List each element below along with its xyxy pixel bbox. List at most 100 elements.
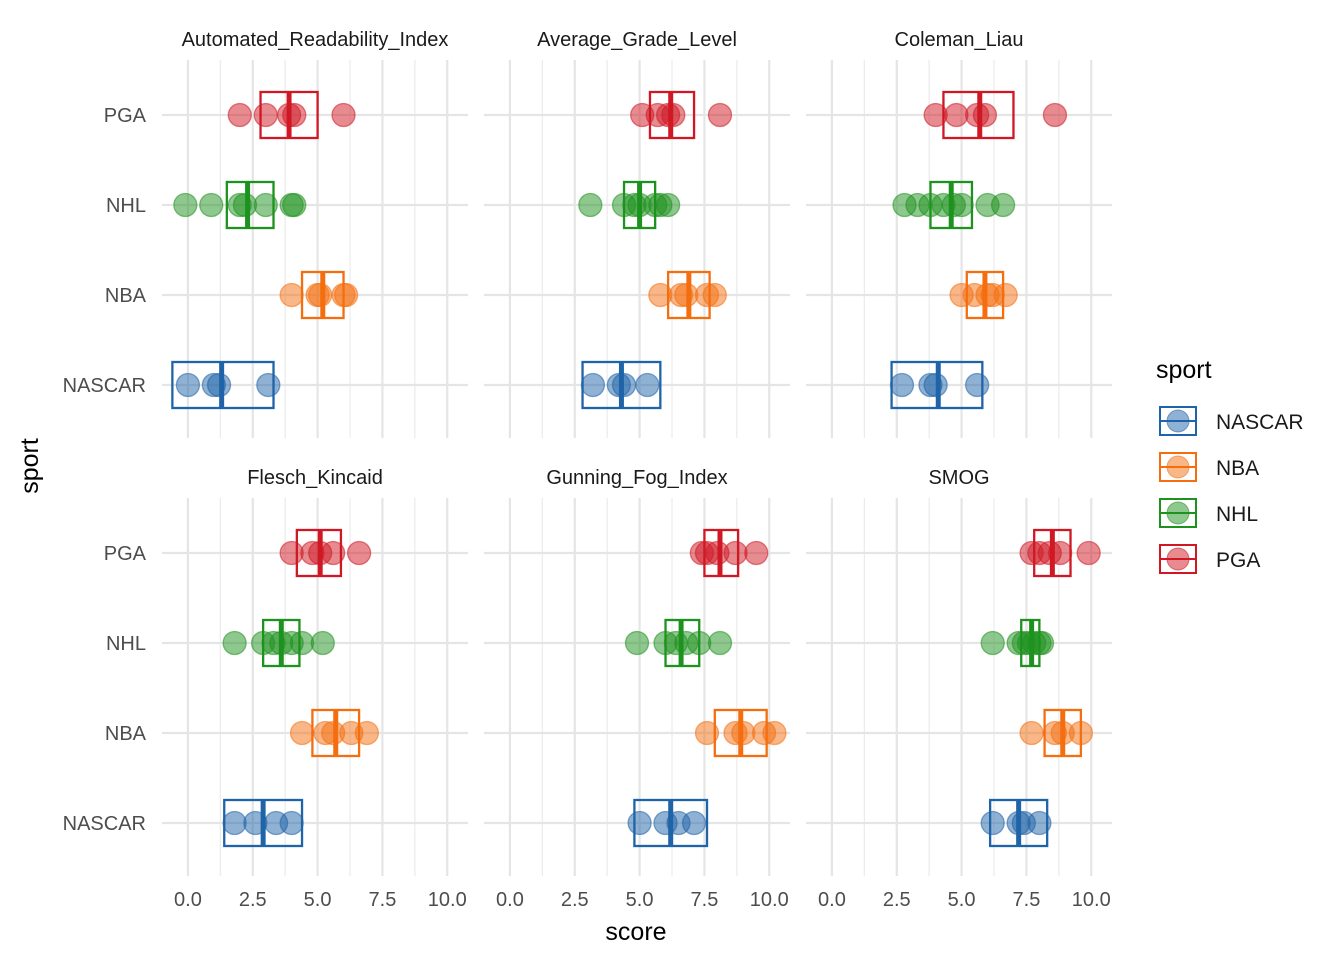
facet-panel: Flesch_Kincaid <box>162 467 468 876</box>
data-point <box>282 192 307 218</box>
y-axis-title: sport <box>16 438 44 494</box>
x-tick-label: 2.5 <box>883 889 911 911</box>
facet-panel: Coleman_Liau <box>806 29 1112 438</box>
data-point <box>611 372 637 398</box>
facet-title: Gunning_Fog_Index <box>546 467 727 489</box>
facet-title: Coleman_Liau <box>895 29 1024 51</box>
data-point <box>889 372 915 398</box>
data-point <box>655 192 681 218</box>
data-point <box>279 540 304 566</box>
y-tick-label: PGA <box>104 105 147 127</box>
data-point <box>206 372 232 398</box>
x-tick-label: 2.5 <box>239 889 267 911</box>
facet-panel: Automated_Readability_Index <box>162 29 468 438</box>
y-tick-label: PGA <box>104 543 147 565</box>
data-point <box>222 630 247 656</box>
x-tick-label: 7.5 <box>691 889 719 911</box>
data-point <box>173 192 198 218</box>
x-tick-label: 10.0 <box>428 889 467 911</box>
data-point <box>624 630 650 656</box>
x-tick-label: 0.0 <box>174 889 202 911</box>
x-tick-label: 0.0 <box>818 889 846 911</box>
data-point <box>310 630 335 656</box>
data-point <box>346 540 372 566</box>
facet-title: Flesch_Kincaid <box>247 467 383 489</box>
data-point <box>333 282 359 308</box>
data-point <box>175 372 201 398</box>
data-point <box>578 192 603 218</box>
x-axis-title: score <box>605 918 666 946</box>
data-point <box>661 102 686 128</box>
data-point <box>1076 540 1101 566</box>
legend-label: PGA <box>1216 549 1260 572</box>
data-point <box>681 810 707 836</box>
legend-item: PGA <box>1159 544 1260 574</box>
data-point <box>1019 720 1044 746</box>
data-point <box>762 720 787 746</box>
facet-title: Automated_Readability_Index <box>182 29 449 51</box>
x-tick-label: 5.0 <box>304 889 332 911</box>
y-tick-label: NBA <box>105 285 147 307</box>
data-point <box>1027 810 1052 836</box>
data-point <box>990 192 1016 218</box>
data-point <box>580 372 606 398</box>
data-point <box>282 102 307 128</box>
legend-label: NBA <box>1216 457 1259 480</box>
data-point <box>744 540 769 566</box>
facet-title: SMOG <box>928 467 989 489</box>
data-point <box>635 372 660 398</box>
data-point <box>222 810 247 836</box>
data-point <box>694 720 720 746</box>
data-point <box>674 282 699 308</box>
data-point <box>707 102 733 128</box>
legend-title: sport <box>1156 356 1212 384</box>
x-tick-label: 2.5 <box>561 889 589 911</box>
data-point <box>965 372 990 398</box>
crossbar-box <box>225 180 275 230</box>
legend-label: NHL <box>1216 503 1258 526</box>
data-point <box>723 540 748 566</box>
legend-item: NBA <box>1159 452 1259 482</box>
legend-item: NASCAR <box>1159 406 1304 436</box>
data-point <box>279 810 304 836</box>
data-point <box>1042 102 1068 128</box>
data-point <box>331 102 356 128</box>
data-point <box>980 630 1005 656</box>
x-tick-label: 10.0 <box>1072 889 1111 911</box>
data-point <box>199 192 224 218</box>
data-point <box>232 192 258 218</box>
x-tick-label: 7.5 <box>369 889 397 911</box>
data-point <box>980 810 1005 836</box>
y-tick-label: NHL <box>106 195 146 217</box>
data-point <box>923 372 948 398</box>
x-tick-label: 10.0 <box>750 889 789 911</box>
legend: sport NASCAR NBA NHL PGA <box>1156 356 1304 574</box>
y-tick-label: NASCAR <box>63 813 146 835</box>
data-point <box>702 282 727 308</box>
x-tick-label: 5.0 <box>626 889 654 911</box>
data-point <box>289 720 315 746</box>
x-tick-label: 0.0 <box>496 889 524 911</box>
data-point <box>308 282 333 308</box>
data-point <box>993 282 1018 308</box>
facet-panel: SMOG <box>806 467 1112 876</box>
y-tick-label: NBA <box>105 723 147 745</box>
y-tick-label: NASCAR <box>63 375 146 397</box>
data-point <box>289 630 315 656</box>
data-point <box>227 102 252 128</box>
data-point <box>627 810 652 836</box>
x-tick-label: 5.0 <box>948 889 976 911</box>
data-point <box>279 282 304 308</box>
data-point <box>707 630 733 656</box>
legend-item: NHL <box>1159 498 1258 528</box>
legend-label: NASCAR <box>1216 411 1304 434</box>
facet-panel: Average_Grade_Level <box>484 29 790 438</box>
data-point <box>253 192 278 218</box>
data-point <box>972 102 998 128</box>
data-point <box>354 720 380 746</box>
data-point <box>253 102 278 128</box>
x-tick-label: 7.5 <box>1013 889 1041 911</box>
data-point <box>944 102 969 128</box>
facet-panel: Gunning_Fog_Index <box>484 467 790 876</box>
